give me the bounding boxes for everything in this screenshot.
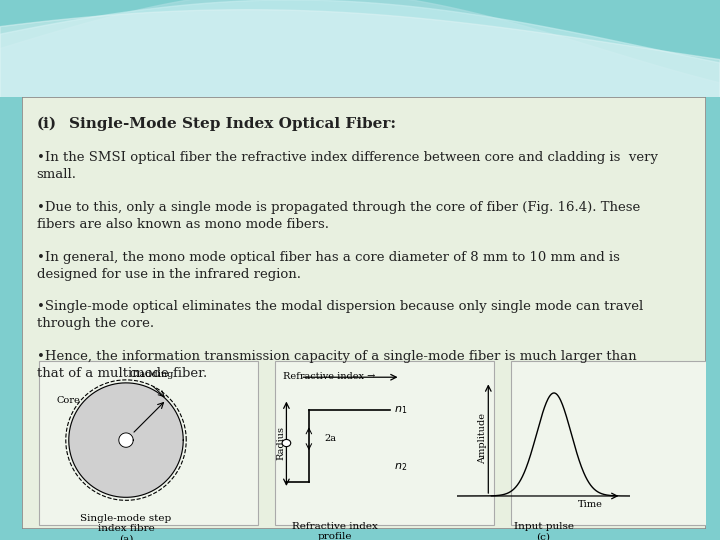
- Text: •Hence, the information transmission capacity of a single-mode fiber is much lar: •Hence, the information transmission cap…: [37, 350, 636, 380]
- Text: Single-mode step
index fibre
(a): Single-mode step index fibre (a): [81, 514, 171, 540]
- Text: Refractive index →: Refractive index →: [283, 372, 375, 381]
- FancyBboxPatch shape: [39, 361, 258, 525]
- Circle shape: [119, 433, 133, 447]
- Circle shape: [282, 440, 291, 447]
- Text: $n_2$: $n_2$: [394, 462, 407, 473]
- Circle shape: [69, 383, 183, 497]
- Text: Amplitude: Amplitude: [478, 413, 487, 464]
- Text: Input pulse
(c): Input pulse (c): [513, 522, 574, 540]
- Text: Single-Mode Step Index Optical Fiber:: Single-Mode Step Index Optical Fiber:: [69, 117, 397, 131]
- Text: Time: Time: [578, 500, 603, 509]
- Text: Refractive index
profile
(b): Refractive index profile (b): [292, 522, 378, 540]
- Text: 2a: 2a: [325, 434, 336, 443]
- FancyBboxPatch shape: [22, 97, 706, 529]
- Text: •In the SMSI optical fiber the refractive index difference between core and clad: •In the SMSI optical fiber the refractiv…: [37, 151, 657, 181]
- FancyBboxPatch shape: [510, 361, 720, 525]
- FancyBboxPatch shape: [275, 361, 494, 525]
- Text: $n_1$: $n_1$: [394, 404, 407, 416]
- Text: •Due to this, only a single mode is propagated through the core of fiber (Fig. 1: •Due to this, only a single mode is prop…: [37, 201, 640, 231]
- Text: Cladding: Cladding: [129, 370, 174, 379]
- Text: •Single-mode optical eliminates the modal dispersion because only single mode ca: •Single-mode optical eliminates the moda…: [37, 300, 643, 330]
- Text: •In general, the mono mode optical fiber has a core diameter of 8 mm to 10 mm an: •In general, the mono mode optical fiber…: [37, 251, 619, 281]
- Text: Core: Core: [57, 396, 81, 405]
- Text: Radius: Radius: [276, 426, 285, 460]
- Text: (i): (i): [37, 117, 57, 131]
